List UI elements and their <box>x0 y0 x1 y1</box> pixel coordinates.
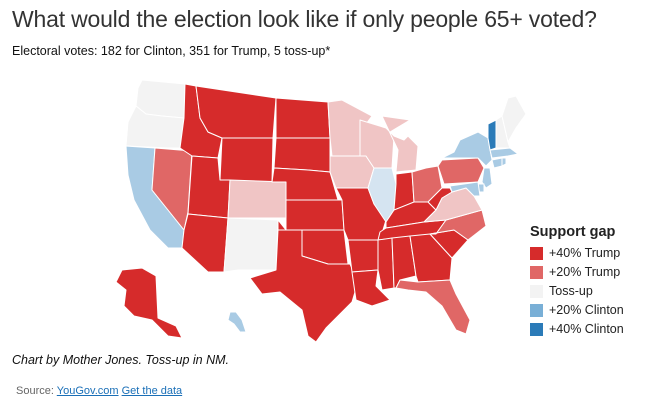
state-IA[interactable] <box>329 155 375 189</box>
state-TX[interactable] <box>249 229 359 343</box>
source-line: Source: YouGov.com Get the data <box>16 385 182 397</box>
legend-label: +20% Trump <box>549 265 621 279</box>
legend-label: Toss-up <box>549 284 593 298</box>
legend-label: +40% Clinton <box>549 322 624 336</box>
state-NJ[interactable] <box>481 167 493 189</box>
legend-swatch <box>530 246 543 260</box>
legend-item: +40% Trump <box>530 244 645 262</box>
state-ME[interactable] <box>501 95 527 143</box>
state-MI[interactable] <box>381 115 419 173</box>
state-CT[interactable] <box>491 157 503 169</box>
source-prefix: Source: <box>16 385 54 397</box>
state-AR[interactable] <box>347 239 381 273</box>
state-NH[interactable] <box>495 115 511 149</box>
credit-note: Chart by Mother Jones. Toss-up in NM. <box>12 353 229 367</box>
legend-swatch <box>530 322 543 336</box>
legend-label: +40% Trump <box>549 246 621 260</box>
get-data-link[interactable]: Get the data <box>121 385 183 397</box>
state-MS[interactable] <box>377 237 395 291</box>
state-ND[interactable] <box>275 97 331 139</box>
state-RI[interactable] <box>501 157 507 167</box>
legend: Support gap +40% Trump +20% Trump Toss-u… <box>530 224 645 339</box>
legend-swatch <box>530 265 543 279</box>
state-FL[interactable] <box>395 279 471 335</box>
electoral-votes-subtitle: Electoral votes: 182 for Clinton, 351 fo… <box>12 44 331 58</box>
state-MT[interactable] <box>195 85 277 139</box>
state-AZ[interactable] <box>181 213 229 273</box>
state-PA[interactable] <box>437 157 485 185</box>
legend-swatch <box>530 284 543 298</box>
us-map <box>115 80 527 343</box>
legend-item: +40% Clinton <box>530 320 645 338</box>
legend-swatch <box>530 303 543 317</box>
chart-title: What would the election look like if onl… <box>12 6 597 32</box>
legend-label: +20% Clinton <box>549 303 624 317</box>
state-CO[interactable] <box>227 179 287 219</box>
state-MD[interactable] <box>449 181 481 197</box>
state-MA[interactable] <box>489 147 519 159</box>
state-KS[interactable] <box>285 199 345 231</box>
state-SD[interactable] <box>273 137 331 173</box>
legend-item: Toss-up <box>530 282 645 300</box>
legend-item: +20% Clinton <box>530 301 645 319</box>
legend-item: +20% Trump <box>530 263 645 281</box>
yougov-link[interactable]: YouGov.com <box>56 385 119 397</box>
legend-title: Support gap <box>530 224 616 240</box>
state-NM[interactable] <box>223 217 279 273</box>
state-AK[interactable] <box>115 267 183 339</box>
state-WY[interactable] <box>219 137 274 183</box>
state-HI[interactable] <box>227 311 247 333</box>
state-VT[interactable] <box>487 119 497 151</box>
